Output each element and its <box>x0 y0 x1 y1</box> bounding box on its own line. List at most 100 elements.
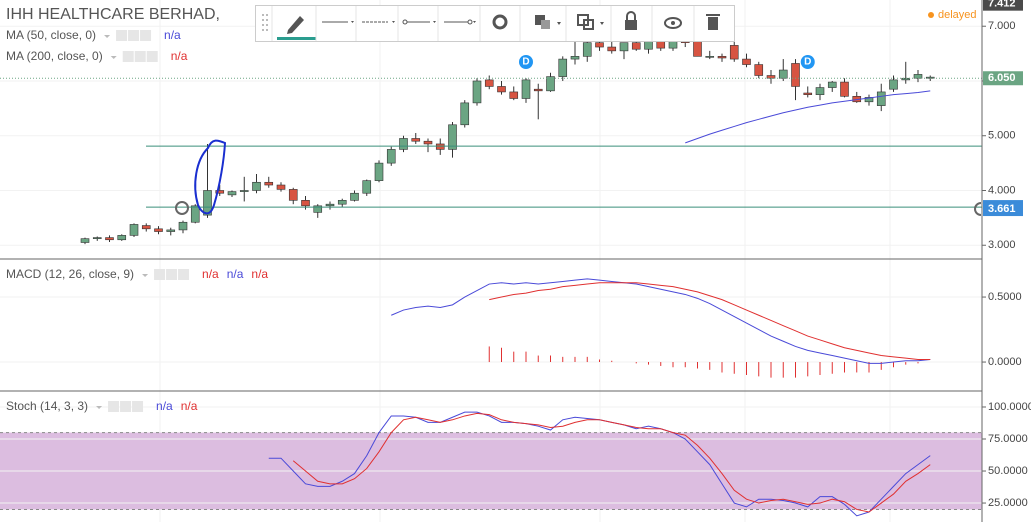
candle-body <box>313 205 323 213</box>
line-style-buttons[interactable] <box>322 19 473 25</box>
candle-body <box>558 58 568 77</box>
legend-button[interactable] <box>140 30 152 41</box>
legend-button[interactable] <box>108 401 120 412</box>
candle-body <box>729 45 739 60</box>
candle-body <box>215 190 225 194</box>
legend-button[interactable] <box>132 401 144 412</box>
toolbar[interactable] <box>255 5 735 42</box>
candle-body <box>117 235 127 241</box>
legend-button[interactable] <box>116 30 128 41</box>
candle-body <box>166 229 176 232</box>
fill-button-back <box>541 20 550 29</box>
candle-body <box>362 180 372 194</box>
legend: MA (50, close, 0) n/a MA (200, close, 0) n/… <box>6 28 268 413</box>
settings-button[interactable] <box>492 14 508 30</box>
dividend-label: D <box>522 57 529 68</box>
legend-button[interactable] <box>166 269 178 280</box>
y-tick-label: 5.000 <box>988 130 1016 142</box>
series-line <box>489 282 931 360</box>
candle-body <box>864 97 874 103</box>
candle-body <box>582 42 592 57</box>
legend-text: n/a <box>171 49 188 63</box>
legend-button[interactable] <box>120 401 132 412</box>
pencil-button[interactable] <box>287 16 304 34</box>
dividend-label: D <box>804 57 811 68</box>
candle-body <box>656 41 666 49</box>
price-axis: 7.0006.0005.0004.0003.0007.4126.0503.697… <box>982 0 1031 509</box>
candle-body <box>705 56 715 58</box>
legend-text: MACD (12, 26, close, 9) <box>6 267 134 281</box>
toolbar-dividers <box>271 6 695 41</box>
line-handle <box>974 202 982 216</box>
candle-body <box>129 224 139 236</box>
candle-body <box>521 79 531 99</box>
legend-button[interactable] <box>128 30 140 41</box>
candle-body <box>546 76 555 92</box>
fill-button[interactable] <box>535 15 545 25</box>
candle-body <box>913 74 923 79</box>
candle-body <box>595 42 604 48</box>
y-tick-label: 100.0000 <box>988 401 1031 413</box>
legend-text: Stoch (14, 3, 3) <box>6 399 88 413</box>
price-label-bg <box>983 0 1023 11</box>
series-line <box>391 278 931 364</box>
visibility-button[interactable] <box>664 17 682 29</box>
candle-body <box>264 181 274 186</box>
y-tick-label: 50.0000 <box>988 465 1028 477</box>
legend-menu[interactable] <box>110 56 117 59</box>
y-tick-label: 4.000 <box>988 184 1016 196</box>
candle-body <box>742 58 751 65</box>
candle-body <box>288 189 298 201</box>
legend-button[interactable] <box>154 269 166 280</box>
y-tick-label: 0.0000 <box>988 356 1022 368</box>
legend-button[interactable] <box>146 51 158 62</box>
arrange-button-back <box>583 19 594 30</box>
candle-body <box>644 41 653 50</box>
candle-body <box>411 138 421 142</box>
candle-body <box>154 228 163 232</box>
candle-body <box>190 205 200 223</box>
series-line <box>292 412 931 513</box>
dividend-marker[interactable] <box>800 55 815 69</box>
candle-body <box>178 221 188 231</box>
delete-lid <box>706 14 720 16</box>
legend-text: MA (200, close, 0) <box>6 49 103 63</box>
dividend-marker[interactable] <box>519 55 533 69</box>
legend-text: n/a <box>181 399 198 413</box>
chart-title: IHH HEALTHCARE BERHAD, <box>6 6 220 23</box>
lock-button[interactable] <box>625 20 637 30</box>
candle-body <box>423 140 433 145</box>
legend-button[interactable] <box>122 51 134 62</box>
candle-body <box>876 91 886 106</box>
candle-body <box>693 41 702 57</box>
candle-body <box>460 102 470 126</box>
candle-body <box>350 192 359 201</box>
candle-body <box>509 91 519 99</box>
legend-menu[interactable] <box>142 274 149 277</box>
legend-text: n/a <box>227 267 244 281</box>
drag-handle[interactable] <box>262 14 268 31</box>
delete-button[interactable] <box>708 17 718 30</box>
y-tick-label: 75.0000 <box>988 433 1028 445</box>
candle-body <box>141 225 151 230</box>
candle-body <box>533 88 543 92</box>
y-tick-label: 7.000 <box>988 20 1016 32</box>
candle-body <box>399 138 408 150</box>
legend-button[interactable] <box>178 269 190 280</box>
y-tick-label: 25.0000 <box>988 497 1028 509</box>
candle-body <box>717 56 727 59</box>
candle-body <box>435 143 445 150</box>
candle-body <box>239 190 249 192</box>
candle-body <box>619 42 629 52</box>
legend-text: n/a <box>164 28 181 42</box>
price-label-bg <box>983 71 1023 86</box>
line-handle <box>175 201 189 215</box>
legend-menu[interactable] <box>96 406 103 409</box>
candle-body <box>252 181 261 191</box>
candle-body <box>901 77 911 81</box>
legend-button[interactable] <box>134 51 146 62</box>
legend-menu[interactable] <box>104 35 111 38</box>
candle-body <box>80 238 90 243</box>
candle-body <box>754 64 764 76</box>
y-tick-label: 0.5000 <box>988 291 1022 303</box>
